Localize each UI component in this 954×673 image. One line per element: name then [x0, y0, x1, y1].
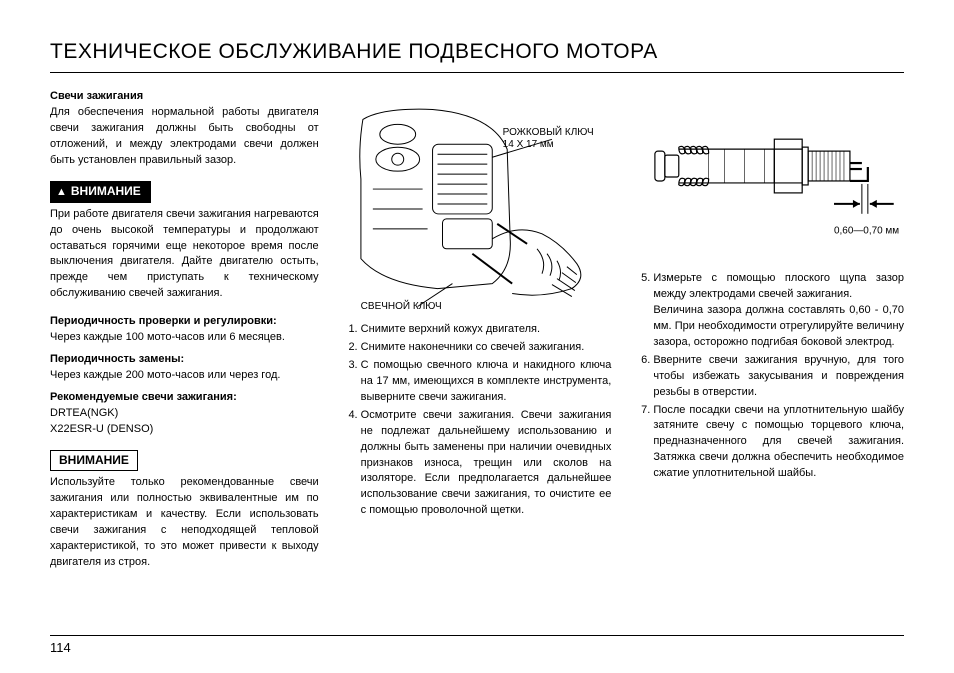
steps-list-1: Снимите верхний кожух двигателя. Снимите… — [343, 322, 612, 519]
replace-interval-text: Через каждые 200 мото-часов или через го… — [50, 368, 319, 384]
step-4: Осмотрите свечи зажигания. Свечи зажиган… — [361, 408, 612, 520]
caution-badge: ВНИМАНИЕ — [50, 450, 138, 471]
page-number: 114 — [50, 635, 904, 655]
spark-plug-illustration: 0,60—0,70 мм — [635, 89, 904, 259]
column-3: 0,60—0,70 мм Измерьте с помощью плоского… — [635, 89, 904, 577]
caution-text: Используйте только рекомендованные свечи… — [50, 475, 319, 571]
gap-label: 0,60—0,70 мм — [834, 226, 899, 237]
check-interval-text: Через каждые 100 мото-часов или 6 месяце… — [50, 330, 319, 346]
steps-list-2: Измерьте с помощью плоского щупа зазор м… — [635, 271, 904, 482]
step-5: Измерьте с помощью плоского щупа зазор м… — [653, 271, 904, 351]
label-plug-wrench: СВЕЧНОЙ КЛЮЧ — [361, 301, 442, 313]
column-1: Свечи зажигания Для обеспечения нормальн… — [50, 89, 319, 577]
warning-badge: ▲ ВНИМАНИЕ — [50, 181, 151, 203]
step-3: С помощью свечного ключа и накидного клю… — [361, 358, 612, 406]
recommended-line-2: X22ESR-U (DENSO) — [50, 422, 319, 438]
step-2: Снимите наконечники со свечей зажигания. — [361, 340, 612, 356]
engine-illustration — [343, 89, 612, 314]
spark-plug-diagram: 0,60—0,70 мм — [635, 89, 904, 259]
label-wrench: РОЖКОВЫЙ КЛЮЧ 14 X 17 мм — [503, 127, 594, 151]
step-7: После посадки свечи на уплотнительную ша… — [653, 403, 904, 483]
spark-plug-heading: Свечи зажигания — [50, 89, 319, 105]
warning-label: ВНИМАНИЕ — [71, 184, 141, 198]
recommended-line-1: DRTEA(NGK) — [50, 406, 319, 422]
warning-icon: ▲ — [56, 185, 67, 201]
content-columns: Свечи зажигания Для обеспечения нормальн… — [50, 89, 904, 577]
intro-paragraph: Для обеспечения нормальной работы двигат… — [50, 105, 319, 169]
replace-interval-heading: Периодичность замены: — [50, 352, 319, 368]
step-6: Вверните свечи зажигания вручную, для то… — [653, 353, 904, 401]
check-interval-heading: Периодичность проверки и регулировки: — [50, 314, 319, 330]
engine-diagram: РОЖКОВЫЙ КЛЮЧ 14 X 17 мм СВЕЧНОЙ КЛЮЧ — [343, 89, 612, 314]
warning-text: При работе двигателя свечи зажигания наг… — [50, 207, 319, 303]
caution-label: ВНИМАНИЕ — [59, 453, 129, 467]
recommended-heading: Рекомендуемые свечи зажигания: — [50, 390, 319, 406]
column-2: РОЖКОВЫЙ КЛЮЧ 14 X 17 мм СВЕЧНОЙ КЛЮЧ Сн… — [343, 89, 612, 577]
step-1: Снимите верхний кожух двигателя. — [361, 322, 612, 338]
page-title: ТЕХНИЧЕСКОЕ ОБСЛУЖИВАНИЕ ПОДВЕСНОГО МОТО… — [50, 40, 904, 73]
